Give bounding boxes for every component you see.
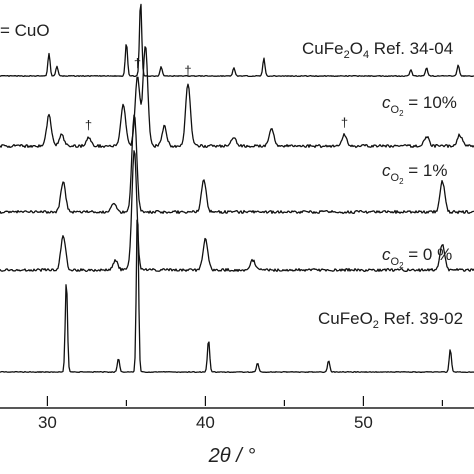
dagger-marker: † <box>341 115 348 130</box>
series-label-co2-1: cO2 = 1% <box>382 161 447 186</box>
series-trace-3 <box>0 150 474 273</box>
series-trace-0 <box>0 3 474 78</box>
dagger-marker: † <box>85 118 92 133</box>
series-label-cufeo2-ref: CuFeO2 Ref. 39-02 <box>318 309 463 331</box>
x-ticks-group <box>46 396 443 406</box>
series-trace-1 <box>0 46 474 149</box>
x-tick-label: 40 <box>196 413 215 432</box>
x-tick-label: 30 <box>38 413 57 432</box>
series-trace-2 <box>0 114 474 215</box>
x-tick-label: 50 <box>354 413 373 432</box>
series-label-cufe2o4-ref: CuFe2O4 Ref. 34-04 <box>302 39 453 61</box>
series-trace-4 <box>0 219 474 374</box>
x-tick-labels-group: 30 40 50 <box>38 413 373 432</box>
traces-group <box>0 3 474 374</box>
x-axis-label: 2θ / ° <box>208 445 256 467</box>
dagger-marker: † <box>134 56 141 71</box>
dagger-markers-group: † † † † <box>85 56 348 133</box>
dagger-marker: † <box>184 63 191 78</box>
plot-frame <box>0 407 474 409</box>
series-label-co2-0: cO2 = 0 % <box>382 245 452 270</box>
series-label-co2-10: cO2 = 10% <box>382 93 457 118</box>
legend-cuo-label: = CuO <box>0 21 50 40</box>
